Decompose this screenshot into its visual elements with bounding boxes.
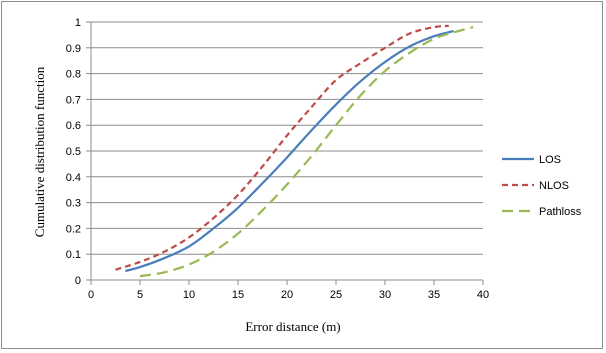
chart-frame: 0 0.1 0.2 0.3 0.4 0.5 0.6 0.7 0.8 0.9 1 0 5 10 15 20 25… xyxy=(1,1,603,349)
series-lines xyxy=(115,24,474,278)
y-tick-label: 0 xyxy=(75,275,81,287)
x-tick-label: 30 xyxy=(379,289,391,301)
y-tick-label: 0.9 xyxy=(66,43,81,55)
y-tick-label: 0.7 xyxy=(66,94,81,106)
y-tick-label: 0.4 xyxy=(66,172,81,184)
y-tick-label: 0.6 xyxy=(66,120,81,132)
y-tick-label: 0.8 xyxy=(66,69,81,81)
y-tick-label: 1 xyxy=(75,17,81,29)
x-tick-label: 15 xyxy=(232,289,244,301)
y-tick-label: 0.2 xyxy=(66,223,81,235)
x-tick-label: 0 xyxy=(88,289,94,301)
x-tick-label: 20 xyxy=(281,289,293,301)
x-tick-label: 10 xyxy=(183,289,195,301)
y-tick-label: 0.1 xyxy=(66,249,81,261)
legend-label-nlos: NLOS xyxy=(539,180,569,192)
x-tick-label: 25 xyxy=(330,289,342,301)
x-tick-label: 5 xyxy=(137,289,143,301)
y-tick-labels: 0 0.1 0.2 0.3 0.4 0.5 0.6 0.7 0.8 0.9 1 xyxy=(66,17,81,287)
gridlines xyxy=(91,21,483,255)
legend-label-los: LOS xyxy=(539,154,561,166)
x-tick-labels: 0 5 10 15 20 25 30 35 40 xyxy=(88,289,489,301)
series-line-los xyxy=(125,29,454,273)
cdf-line-chart: 0 0.1 0.2 0.3 0.4 0.5 0.6 0.7 0.8 0.9 1 0 5 10 15 20 25… xyxy=(32,17,582,334)
series-line-pathloss xyxy=(139,26,474,278)
axes xyxy=(86,21,484,285)
x-tick-label: 35 xyxy=(428,289,440,301)
x-tick-label: 40 xyxy=(477,289,489,301)
y-tick-label: 0.3 xyxy=(66,198,81,210)
y-tick-label: 0.5 xyxy=(66,146,81,158)
legend: LOS NLOS Pathloss xyxy=(502,154,582,218)
x-axis-title: Error distance (m) xyxy=(245,319,340,334)
series-line-nlos xyxy=(115,24,449,271)
legend-label-pathloss: Pathloss xyxy=(539,206,582,218)
y-axis-title: Cumulative distribution function xyxy=(32,66,47,237)
